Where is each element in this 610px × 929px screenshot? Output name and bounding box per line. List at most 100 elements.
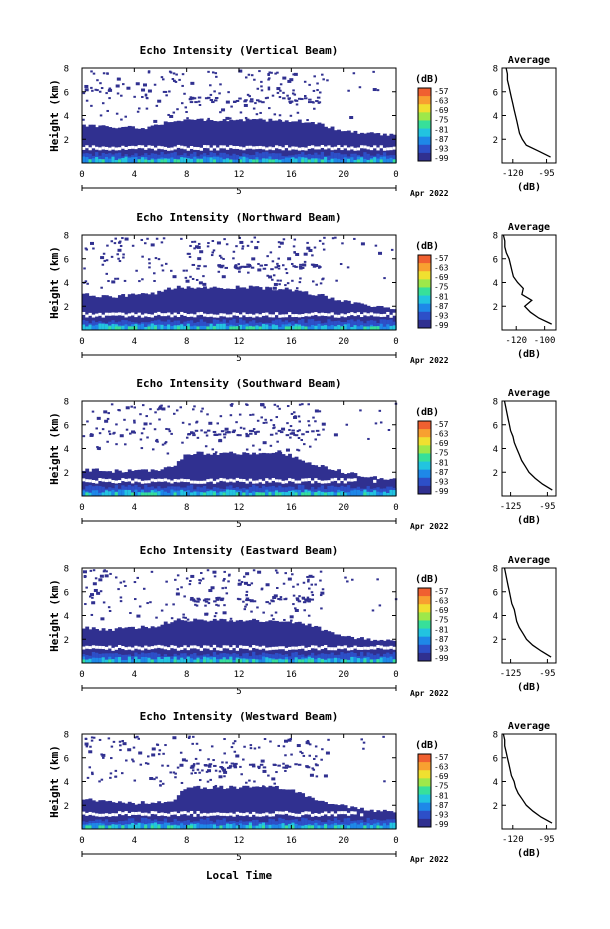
x-tick-label: 16 bbox=[286, 170, 297, 180]
average-y-tick-label: 6 bbox=[493, 255, 498, 265]
average-y-tick-label: 6 bbox=[493, 88, 498, 98]
colorbar-tick-label: -87 bbox=[434, 468, 449, 477]
colorbar-tick-label: -87 bbox=[434, 302, 449, 311]
average-title: Average bbox=[508, 721, 550, 732]
colorbar-segment bbox=[418, 295, 431, 305]
x-tick-label: 4 bbox=[132, 503, 137, 513]
heatmap-cells bbox=[82, 402, 398, 496]
colorbar-segment bbox=[418, 636, 431, 646]
average-x-label: (dB) bbox=[517, 848, 541, 859]
average-y-tick-label: 2 bbox=[493, 136, 498, 146]
average-y-tick-label: 2 bbox=[493, 802, 498, 812]
date-month-label: Apr 2022 bbox=[410, 522, 449, 531]
colorbar-tick-label: -69 bbox=[434, 439, 449, 448]
x-tick-label: 12 bbox=[234, 337, 245, 347]
y-tick-label: 4 bbox=[64, 279, 69, 289]
colorbar-frame bbox=[417, 587, 432, 662]
average-y-tick-label: 4 bbox=[493, 279, 498, 289]
x-tick-label: 12 bbox=[234, 503, 245, 513]
colorbar-tick-label: -63 bbox=[434, 97, 449, 106]
colorbar-segment bbox=[418, 596, 431, 605]
colorbar-segment bbox=[418, 818, 431, 828]
colorbar-tick-label: -63 bbox=[434, 264, 449, 273]
colorbar-unit: (dB) bbox=[415, 407, 439, 418]
x-tick-label: 0 bbox=[393, 670, 398, 680]
x-tick-label: 16 bbox=[286, 503, 297, 513]
colorbar-tick-label: -99 bbox=[434, 654, 449, 663]
colorbar-tick-label: -75 bbox=[434, 449, 449, 458]
y-tick-label: 8 bbox=[64, 65, 69, 75]
heatmap-cells bbox=[82, 69, 397, 163]
colorbar-tick-label: -69 bbox=[434, 273, 449, 282]
colorbar-segment bbox=[418, 437, 431, 446]
average-y-tick-label: 2 bbox=[493, 636, 498, 646]
y-tick-label: 6 bbox=[64, 88, 69, 98]
average-y-tick-label: 8 bbox=[493, 232, 498, 242]
colorbar-tick-label: -57 bbox=[434, 87, 449, 96]
colorbar-tick-label: -63 bbox=[434, 597, 449, 606]
colorbar-frame bbox=[417, 87, 432, 162]
average-y-tick-label: 6 bbox=[493, 588, 498, 598]
x-tick-label: 0 bbox=[393, 503, 398, 513]
average-x-tick-label: -95 bbox=[539, 669, 555, 679]
y-tick-label: 4 bbox=[64, 612, 69, 622]
average-frame bbox=[501, 733, 557, 830]
y-axis-label: Height (km) bbox=[48, 79, 61, 152]
colorbar-segment bbox=[418, 453, 431, 463]
y-tick-label: 2 bbox=[64, 802, 69, 812]
average-x-label: (dB) bbox=[517, 682, 541, 693]
colorbar-segment bbox=[418, 104, 431, 113]
heatmap-cells bbox=[82, 735, 397, 829]
colorbar-unit: (dB) bbox=[415, 74, 439, 85]
colorbar-tick-label: -87 bbox=[434, 635, 449, 644]
average-title: Average bbox=[508, 55, 550, 66]
colorbar-tick-label: -87 bbox=[434, 801, 449, 810]
y-tick-label: 4 bbox=[64, 445, 69, 455]
colorbar-segment bbox=[418, 96, 431, 105]
average-title: Average bbox=[508, 555, 550, 566]
x-tick-label: 20 bbox=[338, 503, 349, 513]
average-profile-line bbox=[505, 67, 551, 158]
heatmap-cells bbox=[82, 569, 398, 663]
colorbar-tick-label: -99 bbox=[434, 321, 449, 330]
average-y-tick-label: 6 bbox=[493, 421, 498, 431]
date-day-label: 5 bbox=[236, 354, 241, 364]
colorbar-segment bbox=[418, 778, 431, 787]
colorbar-tick-label: -63 bbox=[434, 430, 449, 439]
y-tick-label: 8 bbox=[64, 232, 69, 242]
colorbar-tick-label: -81 bbox=[434, 292, 449, 301]
y-tick-label: 2 bbox=[64, 303, 69, 313]
y-axis-label: Height (km) bbox=[48, 579, 61, 652]
colorbar-segment bbox=[418, 421, 431, 430]
colorbar-tick-label: -87 bbox=[434, 135, 449, 144]
average-y-tick-label: 2 bbox=[493, 303, 498, 313]
y-axis-label: Height (km) bbox=[48, 246, 61, 319]
colorbar-segment bbox=[418, 762, 431, 771]
average-y-tick-label: 6 bbox=[493, 754, 498, 764]
colorbar-tick-label: -93 bbox=[434, 477, 449, 486]
colorbar-segment bbox=[418, 604, 431, 613]
colorbar-segment bbox=[418, 88, 431, 97]
colorbar-tick-label: -81 bbox=[434, 791, 449, 800]
heatmap-title: Echo Intensity (Eastward Beam) bbox=[140, 544, 339, 557]
x-tick-label: 20 bbox=[338, 170, 349, 180]
colorbar-segment bbox=[418, 786, 431, 796]
heatmap-title: Echo Intensity (Vertical Beam) bbox=[140, 44, 339, 57]
y-tick-label: 8 bbox=[64, 731, 69, 741]
colorbar-tick-label: -57 bbox=[434, 587, 449, 596]
heatmap-cells bbox=[82, 236, 397, 330]
colorbar-segment bbox=[418, 477, 431, 487]
average-y-tick-label: 8 bbox=[493, 398, 498, 408]
colorbar-segment bbox=[418, 120, 431, 130]
date-month-label: Apr 2022 bbox=[410, 855, 449, 864]
colorbar-tick-label: -93 bbox=[434, 311, 449, 320]
heatmap-title: Echo Intensity (Northward Beam) bbox=[136, 211, 341, 224]
colorbar-tick-label: -99 bbox=[434, 487, 449, 496]
y-tick-label: 2 bbox=[64, 469, 69, 479]
colorbar-segment bbox=[418, 469, 431, 479]
colorbar-segment bbox=[418, 279, 431, 288]
y-tick-label: 4 bbox=[64, 778, 69, 788]
heatmap-title: Echo Intensity (Southward Beam) bbox=[136, 377, 341, 390]
x-tick-label: 8 bbox=[184, 503, 189, 513]
date-month-label: Apr 2022 bbox=[410, 689, 449, 698]
